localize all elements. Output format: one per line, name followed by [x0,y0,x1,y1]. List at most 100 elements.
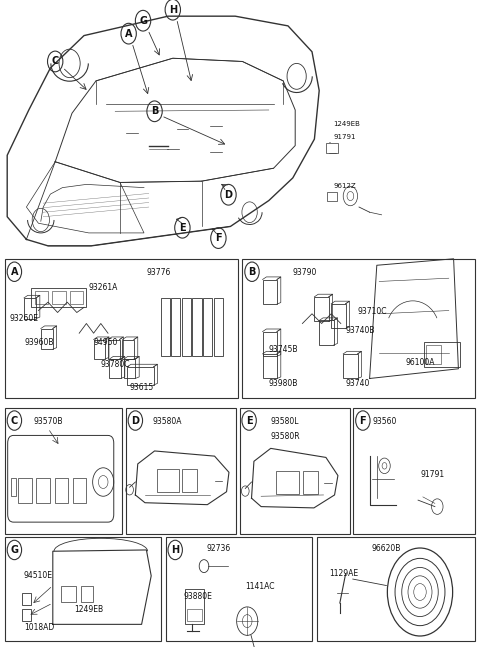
Text: 93745B: 93745B [269,345,298,354]
Bar [24,298,36,318]
Bar [171,298,180,356]
Bar [424,342,460,367]
Text: 94510E: 94510E [24,571,53,580]
Text: 93960B: 93960B [25,338,54,347]
Bar [109,359,121,378]
Text: H: H [171,545,179,555]
Text: 93260E: 93260E [10,314,38,324]
Text: 93560: 93560 [372,417,397,426]
Text: 93261A: 93261A [89,283,118,292]
Text: G: G [11,545,18,555]
Text: 93580A: 93580A [152,417,181,426]
Bar [41,329,53,349]
Text: E: E [179,223,186,233]
Text: 1249EB: 1249EB [74,604,104,613]
Bar [5,259,238,398]
Bar [122,340,134,359]
Bar [55,478,68,503]
Text: 93580L: 93580L [271,417,299,426]
Text: 93740: 93740 [346,379,370,388]
Bar [182,469,197,492]
Text: H: H [169,5,177,15]
Text: C: C [11,415,18,426]
Bar [187,609,202,621]
Bar [18,478,32,503]
Bar [314,297,329,322]
Text: 91791: 91791 [334,134,356,140]
Bar [343,354,358,378]
Bar [203,298,212,356]
Bar [303,471,318,494]
Bar [326,143,338,153]
Bar [11,478,16,496]
Bar [161,298,170,356]
Text: D: D [132,415,139,426]
Text: B: B [151,106,158,116]
Bar [22,609,31,621]
Text: A: A [125,28,132,39]
Text: 93570B: 93570B [34,417,63,426]
Text: C: C [51,56,59,67]
Text: D: D [225,190,232,200]
Text: 93740B: 93740B [346,325,375,334]
Text: 1249EB: 1249EB [334,121,360,127]
Text: 9612Z: 9612Z [334,182,356,189]
Text: 96620B: 96620B [372,544,401,553]
Bar [214,298,223,356]
Text: 96100A: 96100A [406,358,435,366]
Bar [192,298,202,356]
Bar [35,291,48,304]
Text: 93615: 93615 [130,383,154,392]
Bar [263,280,277,304]
Text: 93780C: 93780C [101,360,130,369]
Bar [126,408,236,534]
Bar [240,408,350,534]
Bar [353,408,475,534]
Bar [319,320,334,345]
Bar [22,593,31,605]
Text: 93880E: 93880E [184,592,213,601]
Text: 93580R: 93580R [271,432,300,441]
Bar [331,304,346,329]
Text: A: A [11,267,18,277]
Text: 1018AD: 1018AD [24,623,54,632]
Bar [81,586,93,602]
Bar [31,288,86,307]
Bar [263,331,277,356]
Bar [242,259,475,398]
Bar [317,537,475,641]
Text: 93980B: 93980B [269,379,298,388]
Bar [52,291,66,304]
Text: E: E [246,415,252,426]
Bar [182,298,191,356]
Text: F: F [360,415,366,426]
Bar [73,478,86,503]
Bar [70,291,83,304]
Bar [127,367,154,385]
Text: 1129AE: 1129AE [329,569,358,578]
Text: 91791: 91791 [420,470,444,479]
Bar [108,340,120,359]
Bar [61,586,76,602]
Text: F: F [215,233,222,243]
Bar [276,471,299,494]
Bar [36,478,50,503]
Bar [94,340,105,359]
Text: 94950: 94950 [94,338,118,347]
Text: 1141AC: 1141AC [245,582,274,591]
Bar [185,589,204,624]
Bar [157,469,179,492]
Bar [5,537,161,641]
Bar [5,408,122,534]
Bar [166,537,312,641]
Bar [426,345,441,364]
Text: 92736: 92736 [206,544,231,553]
Text: B: B [248,267,256,277]
Bar [327,192,337,201]
Bar [263,354,277,378]
Text: G: G [139,16,147,26]
Text: 93710C: 93710C [358,307,387,316]
Text: 93776: 93776 [146,268,171,277]
Text: 93790: 93790 [293,268,317,277]
Bar [124,359,135,378]
